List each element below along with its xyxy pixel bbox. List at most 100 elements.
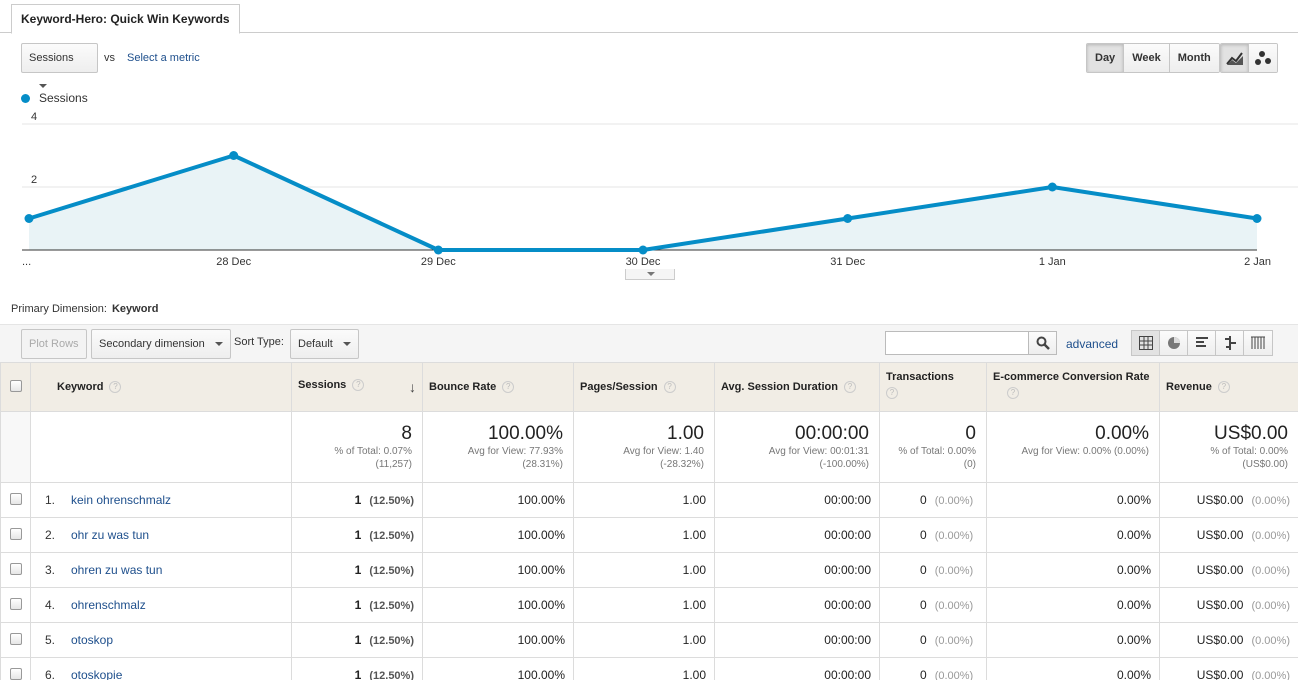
conversion-rate-header[interactable]: E-commerce Conversion Rate? [986, 362, 1160, 412]
sessions-value: 1 [354, 528, 362, 542]
row-checkbox-cell [0, 482, 31, 518]
revenue-value: US$0.00 [1196, 598, 1244, 612]
x-tick-label: 28 Dec [216, 256, 251, 268]
row-number: 6. [45, 668, 56, 680]
line-chart-icon[interactable] [1221, 44, 1249, 72]
primary-dimension-value[interactable]: Keyword [111, 303, 159, 315]
select-all-checkbox[interactable] [9, 379, 22, 392]
transactions-value: 0 [920, 493, 927, 507]
revenue-percent: (0.00%) [1251, 635, 1290, 647]
secondary-dimension-label: Secondary dimension [99, 338, 205, 350]
week-button[interactable]: Week [1124, 44, 1170, 72]
report-tab[interactable]: Keyword-Hero: Quick Win Keywords [11, 4, 240, 34]
transactions-percent: (0.00%) [934, 495, 974, 507]
help-icon[interactable]: ? [1217, 381, 1230, 394]
pivot-view-icon[interactable] [1244, 331, 1272, 355]
series-area [29, 155, 1257, 250]
sessions-cell: 1 (12.50%) [291, 587, 423, 623]
keyword-header[interactable]: Keyword? [30, 362, 292, 412]
table-row: 4. ohrenschmalz 1 (12.50%) 100.00% 1.00 00:00:… [0, 587, 1298, 623]
revenue-value: US$0.00 [1196, 563, 1244, 577]
help-icon[interactable]: ? [502, 381, 515, 394]
keyword-cell: 6. otoskopie [30, 657, 292, 680]
sort-descending-icon[interactable]: ↓ [409, 379, 416, 395]
sessions-value: 1 [354, 598, 362, 612]
table-row: 1. kein ohrenschmalz 1 (12.50%) 100.00% 1.00 0… [0, 482, 1298, 518]
sessions-value: 1 [354, 563, 362, 577]
keyword-link[interactable]: ohrenschmalz [71, 598, 146, 612]
conversion-rate-cell: 0.00% [986, 552, 1160, 588]
keyword-link[interactable]: ohren zu was tun [71, 563, 163, 577]
search-button[interactable] [1028, 331, 1057, 355]
revenue-header-label: Revenue [1166, 380, 1212, 393]
sessions-percent: (12.50%) [369, 530, 414, 542]
row-checkbox[interactable] [9, 562, 22, 575]
comparison-view-icon[interactable] [1216, 331, 1244, 355]
sessions-header[interactable]: Sessions? ↓ [291, 362, 423, 412]
keyword-cell: 2. ohr zu was tun [30, 517, 292, 553]
revenue-percent: (0.00%) [1251, 670, 1290, 680]
row-checkbox-cell [0, 622, 31, 658]
motion-chart-icon[interactable] [1249, 44, 1277, 72]
row-checkbox-cell [0, 657, 31, 680]
table-row: 2. ohr zu was tun 1 (12.50%) 100.00% 1.00 00:0… [0, 517, 1298, 553]
row-checkbox[interactable] [9, 597, 22, 610]
revenue-percent: (0.00%) [1251, 495, 1290, 507]
row-number: 1. [45, 493, 56, 507]
transactions-header[interactable]: Transactions? [879, 362, 987, 412]
advanced-filter-link[interactable]: advanced [1066, 337, 1119, 351]
help-icon[interactable]: ? [352, 379, 365, 392]
transactions-percent: (0.00%) [934, 635, 974, 647]
month-button[interactable]: Month [1169, 44, 1219, 72]
row-checkbox[interactable] [9, 492, 22, 505]
totals-row: 8 % of Total: 0.07% (11,257) 100.00% Avg fo… [0, 411, 1298, 483]
sort-type-label: Sort Type: [234, 336, 284, 348]
metric-dropdown-label: Sessions [29, 52, 74, 64]
performance-view-icon[interactable] [1188, 331, 1216, 355]
pages-session-header[interactable]: Pages/Session? [573, 362, 715, 412]
avg-session-duration-cell: 00:00:00 [714, 482, 880, 518]
select-metric-link[interactable]: Select a metric [127, 52, 200, 64]
row-checkbox-cell [0, 552, 31, 588]
keyword-link[interactable]: kein ohrenschmalz [71, 493, 172, 507]
table-view-toggle [1131, 330, 1273, 356]
keyword-link[interactable]: otoskopie [71, 668, 123, 680]
data-table-view-icon[interactable] [1132, 331, 1160, 355]
vs-label: vs [104, 52, 115, 64]
plot-rows-button[interactable]: Plot Rows [21, 329, 87, 359]
revenue-header[interactable]: Revenue? [1159, 362, 1298, 412]
sessions-cell: 1 (12.50%) [291, 657, 423, 680]
metric-dropdown[interactable]: Sessions [21, 43, 98, 89]
row-checkbox[interactable] [9, 632, 22, 645]
legend-swatch [21, 93, 30, 103]
help-icon[interactable]: ? [109, 381, 122, 394]
transactions-cell: 0 (0.00%) [879, 587, 987, 623]
help-icon[interactable]: ? [663, 381, 676, 394]
pie-view-icon[interactable] [1160, 331, 1188, 355]
secondary-dimension-dropdown[interactable]: Secondary dimension [91, 329, 231, 359]
sessions-cell: 1 (12.50%) [291, 622, 423, 658]
bounce-rate-cell: 100.00% [422, 552, 574, 588]
keyword-link[interactable]: ohr zu was tun [71, 528, 150, 542]
sessions-value: 1 [354, 668, 362, 680]
data-point [229, 151, 239, 160]
table-row: 6. otoskopie 1 (12.50%) 100.00% 1.00 00:00:00 0… [0, 657, 1298, 680]
keyword-link[interactable]: otoskop [71, 633, 114, 647]
totals-note: (0) [963, 459, 976, 470]
sessions-percent: (12.50%) [369, 670, 414, 680]
row-checkbox[interactable] [9, 667, 22, 680]
chart-collapse-handle[interactable] [625, 269, 675, 280]
help-icon[interactable]: ? [886, 387, 898, 399]
row-checkbox[interactable] [9, 527, 22, 540]
avg-session-duration-cell: 00:00:00 [714, 552, 880, 588]
bounce-rate-header[interactable]: Bounce Rate? [422, 362, 574, 412]
revenue-value: US$0.00 [1196, 493, 1244, 507]
day-button[interactable]: Day [1087, 44, 1125, 72]
help-icon[interactable]: ? [1007, 387, 1019, 399]
sort-type-dropdown[interactable]: Default [290, 329, 359, 359]
conversion-rate-cell: 0.00% [986, 482, 1160, 518]
avg-session-duration-header[interactable]: Avg. Session Duration? [714, 362, 880, 412]
help-icon[interactable]: ? [843, 381, 856, 394]
conversion-rate-cell: 0.00% [986, 657, 1160, 680]
revenue-cell: US$0.00 (0.00%) [1159, 587, 1298, 623]
